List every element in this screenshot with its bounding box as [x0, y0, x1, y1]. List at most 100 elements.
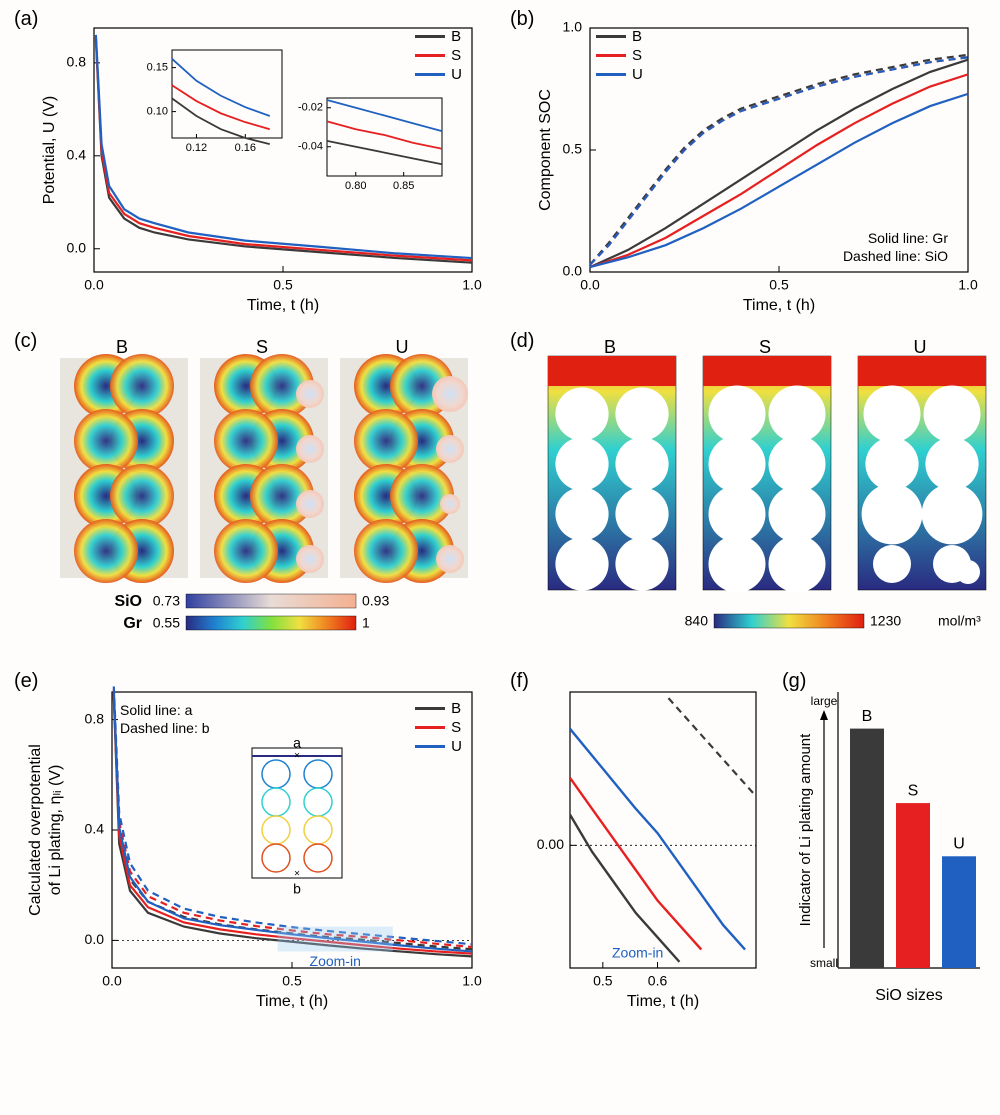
panel-c: (c) BSUSiO0.730.93Gr0.551 [12, 330, 492, 650]
svg-text:0.55: 0.55 [153, 615, 180, 631]
legend-text-S: S [451, 47, 461, 64]
svg-text:S: S [759, 337, 771, 357]
svg-text:×: × [294, 869, 300, 880]
panel-b-plot: 0.00.51.00.00.51.0Time, t (h)Component S… [508, 8, 988, 318]
legend-line-B [415, 707, 445, 710]
panel-b: (b) 0.00.51.00.00.51.0Time, t (h)Compone… [508, 8, 988, 318]
svg-text:B: B [604, 337, 616, 357]
svg-text:B: B [862, 708, 873, 725]
svg-text:1.0: 1.0 [462, 277, 482, 293]
svg-text:SiO sizes: SiO sizes [875, 987, 943, 1004]
svg-text:S: S [908, 782, 919, 799]
panel-e: (e) Calculated overpotentialof Li platin… [12, 670, 492, 1020]
svg-text:0.15: 0.15 [147, 62, 168, 74]
panel-c-diagram: BSUSiO0.730.93Gr0.551 [12, 330, 492, 650]
legend-item-S: S [415, 47, 462, 64]
svg-text:0.5: 0.5 [593, 973, 613, 989]
legend-item-U: U [415, 66, 462, 83]
legend-line-U [415, 745, 445, 748]
svg-text:mol/m³: mol/m³ [938, 613, 981, 629]
panel-e-legend: B S U [415, 698, 462, 757]
svg-text:0.0: 0.0 [85, 931, 105, 947]
legend-text-U: U [451, 738, 462, 755]
legend-item-U: U [596, 66, 643, 83]
svg-text:large: large [811, 694, 838, 708]
panel-g-plot: Indicator of Li plating amount large small… [780, 670, 990, 1020]
svg-text:-0.04: -0.04 [298, 141, 323, 153]
svg-text:0.5: 0.5 [273, 277, 293, 293]
legend-line-U [415, 73, 445, 76]
svg-text:0.8: 0.8 [67, 54, 87, 70]
svg-text:Time, t (h): Time, t (h) [627, 993, 699, 1010]
legend-text-S: S [451, 719, 461, 736]
svg-text:0.4: 0.4 [85, 821, 105, 837]
panel-f: (f) 0.50.60.00Time, t (h)Zoom-in [508, 670, 768, 1020]
legend-line-B [415, 35, 445, 38]
legend-line-S [596, 54, 626, 57]
svg-text:Gr: Gr [123, 615, 142, 632]
svg-text:Calculated overpotential: Calculated overpotential [27, 744, 44, 916]
panel-a-legend: B S U [415, 26, 462, 85]
svg-text:Zoom-in: Zoom-in [612, 945, 663, 961]
svg-text:1.0: 1.0 [462, 973, 482, 989]
svg-text:Time, t (h): Time, t (h) [247, 297, 319, 314]
legend-item-B: B [415, 700, 462, 717]
svg-text:0.8: 0.8 [85, 710, 105, 726]
legend-text-S: S [632, 47, 642, 64]
panel-e-note1: Solid line: a [120, 702, 192, 718]
legend-item-S: S [596, 47, 643, 64]
svg-text:U: U [914, 337, 927, 357]
svg-text:U: U [953, 835, 965, 852]
legend-line-U [596, 73, 626, 76]
svg-text:0.73: 0.73 [153, 593, 180, 609]
svg-text:0.0: 0.0 [580, 277, 600, 293]
panel-e-note2: Dashed line: b [120, 720, 210, 736]
svg-text:Time, t (h): Time, t (h) [256, 993, 328, 1010]
svg-text:small: small [810, 956, 838, 970]
legend-text-U: U [451, 66, 462, 83]
panel-g: (g) Indicator of Li plating amountlarges… [780, 670, 990, 1020]
legend-line-S [415, 726, 445, 729]
svg-text:0.5: 0.5 [769, 277, 789, 293]
svg-text:a: a [293, 735, 301, 751]
legend-text-U: U [632, 66, 643, 83]
svg-text:0.0: 0.0 [102, 973, 122, 989]
svg-text:b: b [293, 881, 301, 897]
svg-text:0.00: 0.00 [537, 836, 564, 852]
svg-text:Time, t (h): Time, t (h) [743, 297, 815, 314]
legend-text-B: B [451, 28, 461, 45]
legend-item-U: U [415, 738, 462, 755]
svg-text:0.10: 0.10 [147, 106, 168, 118]
svg-text:1: 1 [362, 615, 370, 631]
panel-d: (d) BSU8401230mol/m³ [508, 330, 988, 650]
legend-line-B [596, 35, 626, 38]
svg-text:0.4: 0.4 [67, 147, 87, 163]
panel-b-legend: B S U [596, 26, 643, 85]
legend-item-B: B [415, 28, 462, 45]
svg-text:0.5: 0.5 [563, 141, 583, 157]
svg-text:0.93: 0.93 [362, 593, 389, 609]
svg-text:0.5: 0.5 [282, 973, 302, 989]
legend-text-B: B [632, 28, 642, 45]
svg-text:0.6: 0.6 [648, 973, 668, 989]
svg-text:0.85: 0.85 [393, 180, 414, 192]
panel-b-note1: Solid line: Gr [868, 230, 948, 246]
svg-text:U: U [396, 337, 409, 357]
svg-text:B: B [116, 337, 128, 357]
svg-text:Indicator of Li plating amount: Indicator of Li plating amount [797, 733, 814, 926]
svg-text:S: S [256, 337, 268, 357]
legend-item-S: S [415, 719, 462, 736]
svg-text:×: × [294, 751, 300, 762]
svg-text:1.0: 1.0 [563, 19, 583, 35]
svg-text:840: 840 [685, 613, 709, 629]
legend-item-B: B [596, 28, 643, 45]
svg-text:0.0: 0.0 [84, 277, 104, 293]
svg-text:0.16: 0.16 [235, 142, 256, 154]
svg-text:Component SOC: Component SOC [537, 89, 554, 211]
svg-text:0.0: 0.0 [563, 263, 583, 279]
panel-a: (a) 0.00.51.00.00.40.8Time, t (h)Potenti… [12, 8, 492, 318]
legend-line-S [415, 54, 445, 57]
panel-d-diagram: BSU8401230mol/m³ [508, 330, 988, 650]
svg-text:0.12: 0.12 [186, 142, 207, 154]
svg-text:0.0: 0.0 [67, 239, 87, 255]
